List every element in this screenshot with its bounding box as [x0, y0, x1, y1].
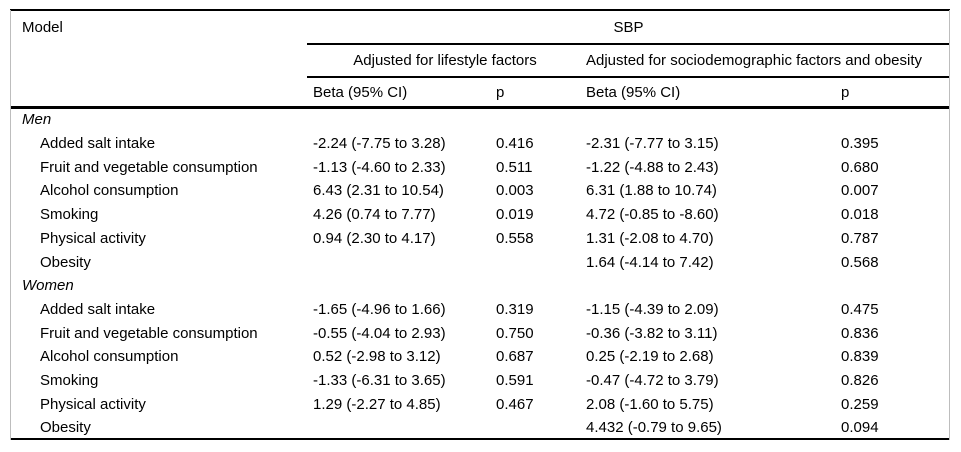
p-lifestyle-cell: 0.416 — [496, 135, 534, 153]
p-sociodemographic-cell: 0.475 — [841, 300, 879, 318]
beta-sociodemographic-cell: -0.47 (-4.72 to 3.79) — [586, 372, 719, 390]
p-lifestyle-cell: 0.591 — [496, 372, 534, 390]
p-sociodemographic-cell: 0.568 — [841, 253, 879, 271]
section-header: Women — [22, 277, 74, 295]
beta-sociodemographic-cell: 1.31 (-2.08 to 4.70) — [586, 229, 714, 247]
row-label: Alcohol consumption — [40, 182, 179, 200]
column-header-p-lifestyle: p — [496, 84, 505, 101]
column-header-beta-sociodemographic: Beta (95% CI) — [586, 84, 681, 101]
beta-lifestyle-cell: -1.65 (-4.96 to 1.66) — [313, 300, 446, 318]
p-lifestyle-cell — [490, 416, 583, 440]
p-lifestyle-cell: 0.687 — [496, 348, 534, 366]
column-header-beta-lifestyle: Beta (95% CI) — [313, 84, 408, 101]
row-label: Smoking — [40, 206, 99, 224]
beta-lifestyle-cell: 0.94 (2.30 to 4.17) — [313, 229, 436, 247]
beta-lifestyle-cell: -1.13 (-4.60 to 2.33) — [313, 158, 446, 176]
column-header-p-sociodemographic: p — [841, 84, 850, 101]
p-lifestyle-cell: 0.019 — [496, 206, 534, 224]
section-header: Men — [22, 111, 52, 129]
beta-sociodemographic-cell: -1.15 (-4.39 to 2.09) — [586, 300, 719, 318]
row-label: Obesity — [40, 253, 91, 271]
p-sociodemographic-cell: 0.839 — [841, 348, 879, 366]
beta-sociodemographic-cell: -0.36 (-3.82 to 3.11) — [586, 324, 718, 342]
row-label: Fruit and vegetable consumption — [40, 324, 258, 342]
beta-lifestyle-cell: -0.55 (-4.04 to 2.93) — [313, 324, 446, 342]
rule-top — [10, 9, 950, 11]
p-sociodemographic-cell: 0.826 — [841, 372, 879, 390]
beta-lifestyle-cell: 1.29 (-2.27 to 4.85) — [313, 395, 441, 413]
beta-sociodemographic-cell: -2.31 (-7.77 to 3.15) — [586, 135, 719, 153]
beta-sociodemographic-cell: 6.31 (1.88 to 10.74) — [586, 182, 717, 200]
beta-lifestyle-cell: -1.33 (-6.31 to 3.65) — [313, 372, 446, 390]
rule-bottom — [10, 438, 950, 440]
p-lifestyle-cell: 0.750 — [496, 324, 534, 342]
beta-sociodemographic-cell: 4.432 (-0.79 to 9.65) — [586, 419, 722, 437]
row-label: Added salt intake — [40, 300, 156, 318]
p-sociodemographic-cell: 0.018 — [841, 206, 879, 224]
p-sociodemographic-cell: 0.787 — [841, 229, 879, 247]
row-label: Obesity — [40, 419, 91, 437]
beta-lifestyle-cell: 4.26 (0.74 to 7.77) — [313, 206, 436, 224]
rule-under-spanners — [307, 76, 950, 78]
row-label: Physical activity — [40, 229, 146, 247]
p-sociodemographic-cell: 0.836 — [841, 324, 879, 342]
spanner-sociodemographic-obesity: Adjusted for sociodemographic factors an… — [586, 52, 923, 69]
row-label: Alcohol consumption — [40, 348, 179, 366]
row-label: Added salt intake — [40, 135, 156, 153]
beta-sociodemographic-cell: 1.64 (-4.14 to 7.42) — [586, 253, 714, 271]
rule-under-sbp — [307, 43, 950, 45]
table-left-edge-line — [10, 10, 11, 440]
beta-lifestyle-cell: 0.52 (-2.98 to 3.12) — [313, 348, 441, 366]
p-lifestyle-cell: 0.003 — [496, 182, 534, 200]
p-sociodemographic-cell: 0.395 — [841, 135, 879, 153]
beta-lifestyle-cell — [307, 416, 490, 440]
column-header-model: Model — [22, 18, 63, 36]
beta-lifestyle-cell — [307, 250, 490, 274]
results-table: Model SBP Adjusted for lifestyle factors… — [10, 10, 950, 440]
p-sociodemographic-cell: 0.680 — [841, 158, 879, 176]
beta-sociodemographic-cell: -1.22 (-4.88 to 2.43) — [586, 158, 719, 176]
p-sociodemographic-cell: 0.007 — [841, 182, 879, 200]
p-lifestyle-cell: 0.511 — [496, 158, 533, 176]
p-lifestyle-cell: 0.558 — [496, 229, 534, 247]
p-lifestyle-cell: 0.467 — [496, 395, 534, 413]
row-label: Smoking — [40, 372, 99, 390]
spanner-lifestyle-factors: Adjusted for lifestyle factors — [353, 52, 537, 69]
p-sociodemographic-cell: 0.094 — [841, 419, 879, 437]
row-label: Fruit and vegetable consumption — [40, 158, 258, 176]
beta-sociodemographic-cell: 2.08 (-1.60 to 5.75) — [586, 395, 714, 413]
beta-lifestyle-cell: 6.43 (2.31 to 10.54) — [313, 182, 444, 200]
p-lifestyle-cell — [490, 250, 583, 274]
row-label: Physical activity — [40, 395, 146, 413]
beta-sociodemographic-cell: 4.72 (-0.85 to -8.60) — [586, 206, 719, 224]
beta-sociodemographic-cell: 0.25 (-2.19 to 2.68) — [586, 348, 714, 366]
group-header-sbp: SBP — [613, 18, 644, 36]
p-sociodemographic-cell: 0.259 — [841, 395, 879, 413]
beta-lifestyle-cell: -2.24 (-7.75 to 3.28) — [313, 135, 446, 153]
table-right-edge-line — [949, 10, 950, 440]
p-lifestyle-cell: 0.319 — [496, 300, 534, 318]
rule-header-separator — [10, 106, 950, 109]
